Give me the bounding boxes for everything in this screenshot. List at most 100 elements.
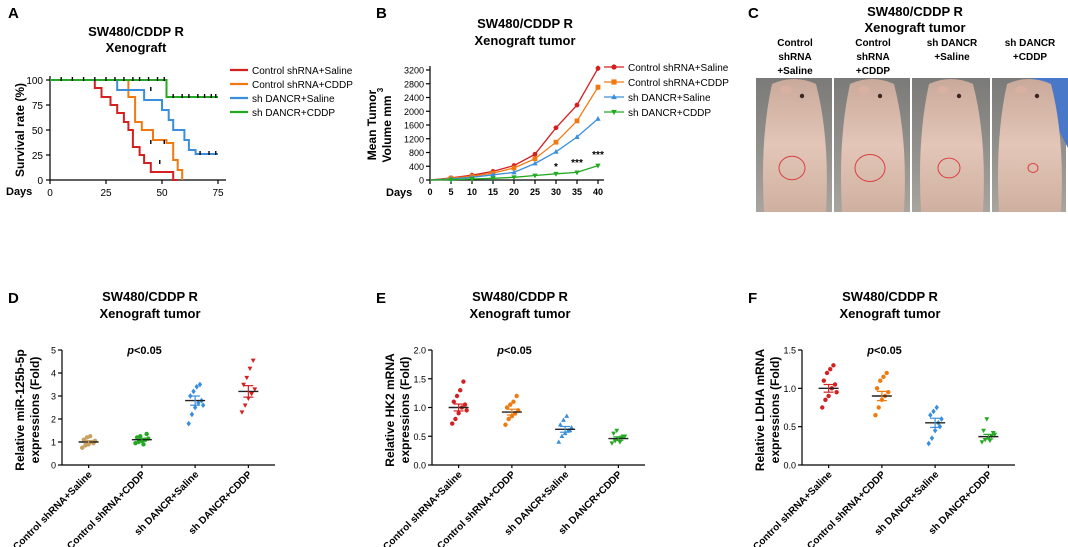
panel-b-point [532, 156, 538, 162]
panel-e-y-tick-label: 0.5 [413, 432, 426, 442]
panel-e-data-point [609, 441, 615, 446]
mouse-body [920, 79, 984, 212]
panel-a-legend-label: sh DANCR+Saline [252, 94, 335, 105]
panel-e-chart: SW480/CDDP R Xenograft tumor Relative HK2 … [381, 289, 645, 547]
p-threshold: <0.05 [874, 345, 902, 357]
panel-e-data-point [458, 388, 463, 393]
panel-a-y-label: Survival rate (%) [13, 83, 27, 177]
panel-e-data-point [456, 411, 461, 416]
panel-c-column-label: shRNA [856, 52, 889, 63]
panel-b-y-tick-label: 3200 [404, 66, 424, 76]
panel-f-data-point [878, 378, 883, 383]
panel-e-data-point [504, 405, 510, 410]
panel-c-column-label: Control [855, 38, 891, 49]
panel-c-column-label: +Saline [934, 52, 970, 63]
panel-b-legend-label: sh DANCR+CDDP [628, 108, 711, 119]
mouse-ear [780, 86, 792, 94]
panel-b-y-tick-label: 1600 [404, 121, 424, 131]
panel-b-y-tick-label: 0 [419, 176, 424, 186]
panel-f-data-point [926, 440, 931, 447]
panel-b-point [553, 139, 559, 145]
panel-e-data-point [556, 439, 562, 444]
panel-b-y-label-superscript: 3 [376, 87, 385, 92]
panel-c-photo-4 [992, 78, 1068, 212]
panel-letter-c: C [748, 5, 759, 22]
panel-b-legend-marker [611, 64, 617, 70]
panel-d-data-point [252, 387, 258, 392]
panel-b-x-tick-label: 10 [467, 187, 477, 197]
panel-a-y-tick-label: 50 [32, 126, 44, 137]
panel-f-data-point [823, 397, 828, 403]
panel-e-data-point [567, 427, 573, 433]
panel-a-x-label: Days [6, 186, 32, 198]
panel-d-data-point [249, 391, 254, 397]
panel-c-column-label: sh DANCR [1005, 38, 1056, 49]
tumor-outline [937, 157, 961, 179]
panel-c-photo-3 [912, 78, 990, 212]
panel-a-legend-label: Control shRNA+Saline [252, 66, 353, 77]
panel-e-data-point [557, 422, 563, 427]
panel-b-y-label-line2: Volume mm [380, 95, 394, 162]
panel-a-x-tick-label: 75 [212, 188, 224, 199]
panel-f-data-point [984, 417, 990, 422]
panel-b-point [595, 65, 601, 71]
panel-d-data-point [244, 375, 250, 381]
panel-e-data-point [461, 379, 466, 384]
panel-letter-f: F [748, 290, 757, 307]
panel-b-point [511, 175, 517, 181]
panel-f-y-tick-label: 0.5 [783, 422, 796, 432]
panel-e-data-point [569, 424, 574, 430]
panel-a-y-tick-label: 75 [32, 101, 44, 112]
mouse-ear [1015, 86, 1027, 94]
panel-b-title-line2: Xenograft tumor [474, 33, 575, 48]
panel-b-legend-label: Control shRNA+Saline [628, 63, 729, 74]
panel-a-y-tick-label: 0 [37, 176, 43, 187]
panel-d-data-point [247, 366, 253, 372]
mouse-body [841, 79, 905, 212]
panel-b-y-tick-label: 2800 [404, 79, 424, 89]
panel-a-series-line-3 [50, 79, 218, 155]
panel-c-column-label: +Saline [777, 66, 813, 77]
panel-f-data-point [932, 427, 938, 434]
panel-c-column-label: +CDDP [856, 66, 891, 77]
panel-e-data-point [462, 402, 468, 407]
panel-e-data-point [450, 421, 455, 426]
panel-a-title-line2: Xenograft [106, 40, 167, 55]
mouse-ear [858, 86, 870, 94]
panel-d-y-label-line2: expressions (Fold) [28, 357, 42, 464]
panel-b-point [574, 102, 580, 108]
panel-f-y-tick-label: 1.5 [783, 346, 796, 356]
panel-letter-d: D [8, 290, 19, 307]
panel-f-data-point [874, 386, 880, 391]
panel-d-data-point [242, 403, 248, 408]
panel-b-x-tick-label: 40 [593, 187, 603, 197]
mouse-body [998, 79, 1062, 212]
p-italic: p [866, 345, 874, 357]
panel-d-data-point [191, 388, 196, 395]
panel-b-point [490, 171, 496, 177]
panel-a-series-line-2 [50, 79, 184, 180]
panel-b-point [532, 173, 538, 179]
panel-b-significance: *** [592, 150, 604, 161]
panel-b-x-tick-label: 5 [448, 187, 453, 197]
panel-d-data-point [250, 358, 256, 363]
panel-b-x-tick-label: 0 [427, 187, 432, 197]
panel-f-data-point [873, 412, 878, 418]
panel-d-p-value: p<0.05 [126, 345, 162, 357]
panel-d-data-point [189, 411, 195, 418]
panel-d-y-tick-label: 1 [51, 438, 56, 448]
panel-f-data-point [934, 404, 939, 411]
panel-b-point [448, 177, 454, 183]
panel-d-title-line1: SW480/CDDP R [102, 289, 198, 304]
panel-b-y-tick-label: 400 [409, 162, 424, 172]
panel-b-x-tick-label: 20 [509, 187, 519, 197]
panel-f-data-point [979, 440, 985, 445]
panel-e-data-point [508, 402, 513, 407]
panel-d-title-line2: Xenograft tumor [99, 306, 200, 321]
panel-letter-a: A [8, 5, 19, 22]
panel-e-data-point [451, 399, 457, 404]
panel-f-data-point [828, 366, 833, 372]
panel-e-data-point [614, 428, 620, 434]
